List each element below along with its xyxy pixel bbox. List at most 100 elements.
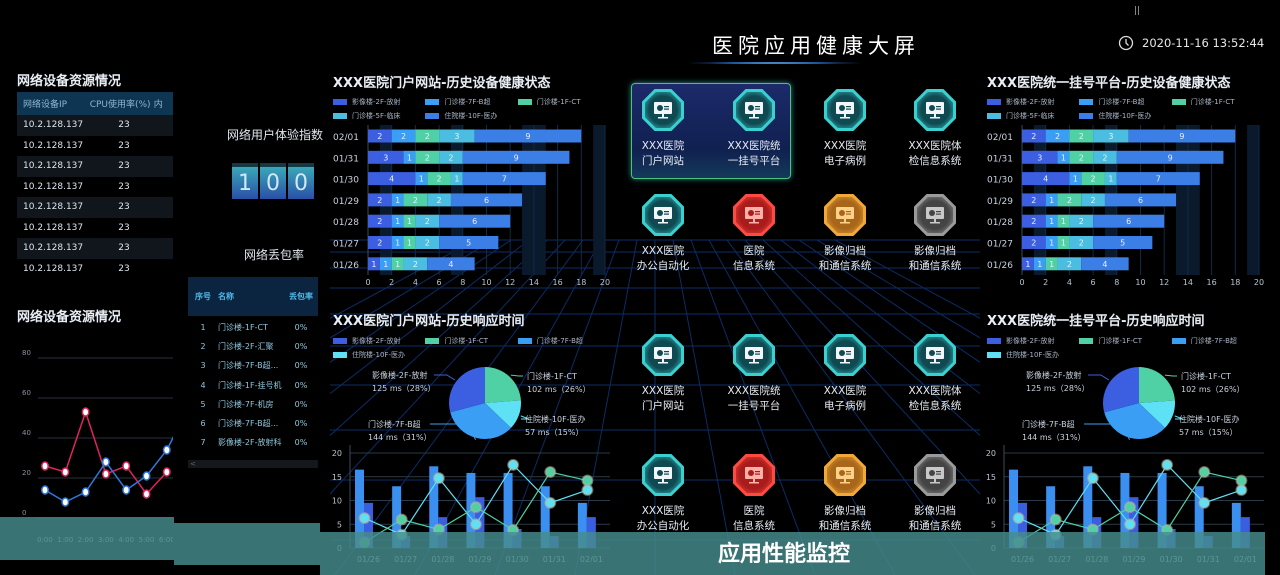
legend-swatch (1079, 99, 1094, 105)
legend-item[interactable]: 住院楼-10F-医办 (987, 350, 1079, 360)
legend-item[interactable]: 门诊楼-1F-CT (1171, 97, 1264, 107)
data-point (81, 487, 90, 497)
bar-segment (1045, 193, 1058, 207)
table-row[interactable]: 5 门诊楼-7F-机房 0% (188, 395, 318, 414)
table-row[interactable]: 10.2.128.137 23 (17, 259, 173, 280)
app-tile-8[interactable]: XXX医院 门户网站 (618, 334, 708, 414)
data-label: 5 (1120, 239, 1125, 248)
col-cpu[interactable]: CPU使用率(%) (89, 100, 151, 110)
x-tick-label: 10 (481, 278, 491, 287)
data-label: 1 (419, 175, 424, 184)
horizontal-scrollbar[interactable]: < (188, 460, 318, 468)
top-mark: || (1134, 6, 1141, 16)
app-tile-7[interactable]: 影像归档 和通信系统 (890, 194, 980, 274)
legend-item[interactable]: 门诊楼-5F-临床 (987, 111, 1079, 121)
legend-item[interactable]: 住院楼-10F-医办 (333, 350, 425, 360)
table-row[interactable]: 4 门诊楼-1F-挂号机 0% (188, 376, 318, 395)
app-tile-0[interactable]: XXX医院 门户网站 (618, 89, 708, 169)
digit: 1 (232, 167, 258, 199)
data-label: 2 (1067, 196, 1072, 205)
legend-swatch (333, 338, 347, 344)
legend-item[interactable]: 门诊楼-1F-CT (1079, 336, 1171, 346)
table-row[interactable]: 3 门诊楼-7F-B超... 0% (188, 356, 318, 375)
legend-item[interactable]: 影像楼-2F-放射 (987, 97, 1079, 107)
scroll-left-arrow[interactable]: < (190, 460, 196, 468)
col-ip[interactable]: 网络设备IP (23, 100, 68, 110)
y-tick-label: 5 (991, 520, 996, 529)
legend-swatch (333, 113, 347, 119)
legend-item[interactable]: 门诊楼-1F-CT (517, 97, 610, 107)
cell-index: 1 (200, 323, 206, 333)
datetime-text: 2020-11-16 13:52:44 (1142, 36, 1265, 50)
table-row[interactable]: 6 门诊楼-7F-B超... 0% (188, 414, 318, 433)
octagon-inner (917, 92, 953, 128)
app-tile-14[interactable]: 影像归档 和通信系统 (800, 454, 890, 534)
legend-item[interactable]: 门诊楼-1F-CT (425, 336, 517, 346)
table-row[interactable]: 10.2.128.137 23 (17, 197, 173, 218)
app-tile-11[interactable]: XXX医院体 检信息系统 (890, 334, 980, 414)
x-tick-label: 2 (1043, 278, 1048, 287)
data-label: 2 (1067, 260, 1072, 269)
data-point (470, 518, 482, 531)
table-row[interactable]: 10.2.128.137 23 (17, 136, 173, 157)
app-tile-2[interactable]: XXX医院 电子病例 (800, 89, 890, 169)
app-tile-12[interactable]: XXX医院 办公自动化 (618, 454, 708, 534)
legend-item[interactable]: 影像楼-2F-放射 (333, 97, 425, 107)
octagon-inner (736, 337, 772, 373)
data-label: 2 (377, 239, 382, 248)
legend: 影像楼-2F-放射 门诊楼-1F-CT 门诊楼-7F-B超住院楼-10F-医办 (987, 336, 1267, 360)
app-tile-9[interactable]: XXX医院统 一挂号平台 (709, 334, 799, 414)
table-row[interactable]: 1 门诊楼-1F-CT 0% (188, 318, 318, 337)
legend-item[interactable]: 影像楼-2F-放射 (987, 336, 1079, 346)
data-label: 4 (389, 175, 394, 184)
data-point (162, 467, 171, 477)
table-row[interactable]: 10.2.128.137 23 (17, 156, 173, 177)
data-label: 2 (1055, 132, 1060, 141)
slice-name: 门诊楼-1F-CT (1181, 372, 1231, 381)
legend-item[interactable]: 门诊楼-7F-B超 (517, 336, 610, 346)
cell-name: 门诊楼-7F-机房 (218, 399, 274, 409)
pie-label: 门诊楼-1F-CT 102 ms（26%） (1181, 370, 1245, 396)
slice-value: 102 ms（26%） (527, 385, 591, 394)
app-name-line1: XXX医院体 (908, 140, 962, 152)
app-name-line1: 医院 (743, 245, 765, 257)
digit: 0 (288, 167, 314, 199)
legend-item[interactable]: 住院楼-10F-医办 (425, 111, 517, 121)
app-tile-4[interactable]: XXX医院 办公自动化 (618, 194, 708, 274)
app-tile-1[interactable]: XXX医院统 一挂号平台 (709, 89, 799, 169)
cell-cpu: 23 (118, 243, 130, 254)
y-tick-label: 01/29 (987, 197, 1013, 207)
app-tile-3[interactable]: XXX医院体 检信息系统 (890, 89, 980, 169)
bar-segment (439, 150, 463, 164)
legend-item[interactable]: 影像楼-2F-放射 (333, 336, 425, 346)
legend-item[interactable]: 门诊楼-5F-临床 (333, 111, 425, 121)
app-tile-6[interactable]: 影像归档 和通信系统 (800, 194, 890, 274)
data-label: 1 (1061, 217, 1066, 226)
data-label: 9 (514, 153, 519, 162)
legend-item[interactable]: 门诊楼-7F-B超 (1171, 336, 1264, 346)
app-tile-13[interactable]: 医院 信息系统 (709, 454, 799, 534)
app-tile-5[interactable]: 医院 信息系统 (709, 194, 799, 274)
legend-item[interactable]: 住院楼-10F-医办 (1079, 111, 1171, 121)
legend-item[interactable]: 门诊楼-7F-B超 (1079, 97, 1171, 107)
app-name-line2: 和通信系统 (818, 260, 872, 272)
y-tick-label: 80 (22, 349, 31, 357)
data-label: 2 (1079, 132, 1084, 141)
app-tile-15[interactable]: 影像归档 和通信系统 (890, 454, 980, 534)
table-row[interactable]: 2 门诊楼-2F-汇聚 0% (188, 337, 318, 356)
table-row[interactable]: 10.2.128.137 23 (17, 218, 173, 239)
app-name-line2: 办公自动化 (636, 260, 690, 272)
octagon-inner (736, 92, 772, 128)
col-mem[interactable]: 内 (153, 100, 163, 110)
table-row[interactable]: 7 影像楼-2F-放射科 0% (188, 433, 318, 452)
legend-swatch (987, 99, 1001, 105)
table-row[interactable]: 10.2.128.137 23 (17, 115, 173, 136)
legend-item[interactable]: 门诊楼-7F-B超 (425, 97, 517, 107)
grid-line (816, 239, 980, 339)
table-row[interactable]: 10.2.128.137 23 (17, 177, 173, 198)
app-tile-10[interactable]: XXX医院 电子病例 (800, 334, 890, 414)
x-tick-label: 14 (1183, 278, 1193, 287)
y-tick-label: 10 (332, 497, 342, 506)
table-row[interactable]: 10.2.128.137 23 (17, 238, 173, 259)
leader-line (434, 374, 456, 381)
